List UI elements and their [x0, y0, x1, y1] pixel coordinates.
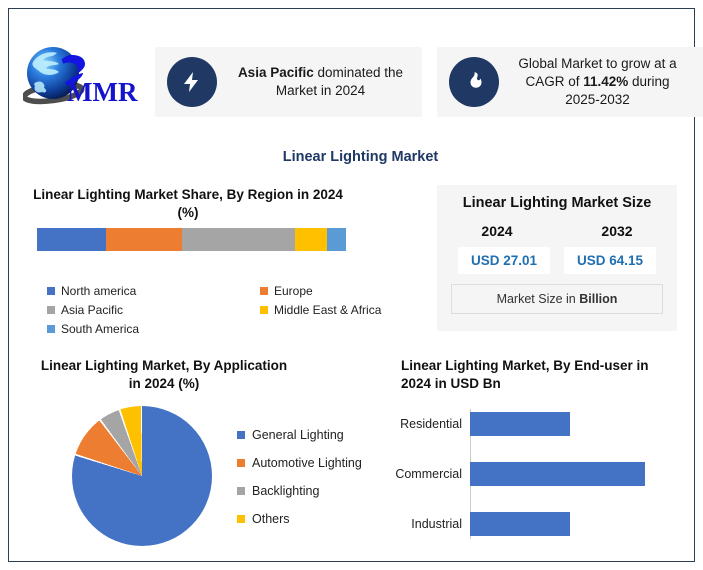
svg-text:MMR: MMR [67, 77, 138, 107]
